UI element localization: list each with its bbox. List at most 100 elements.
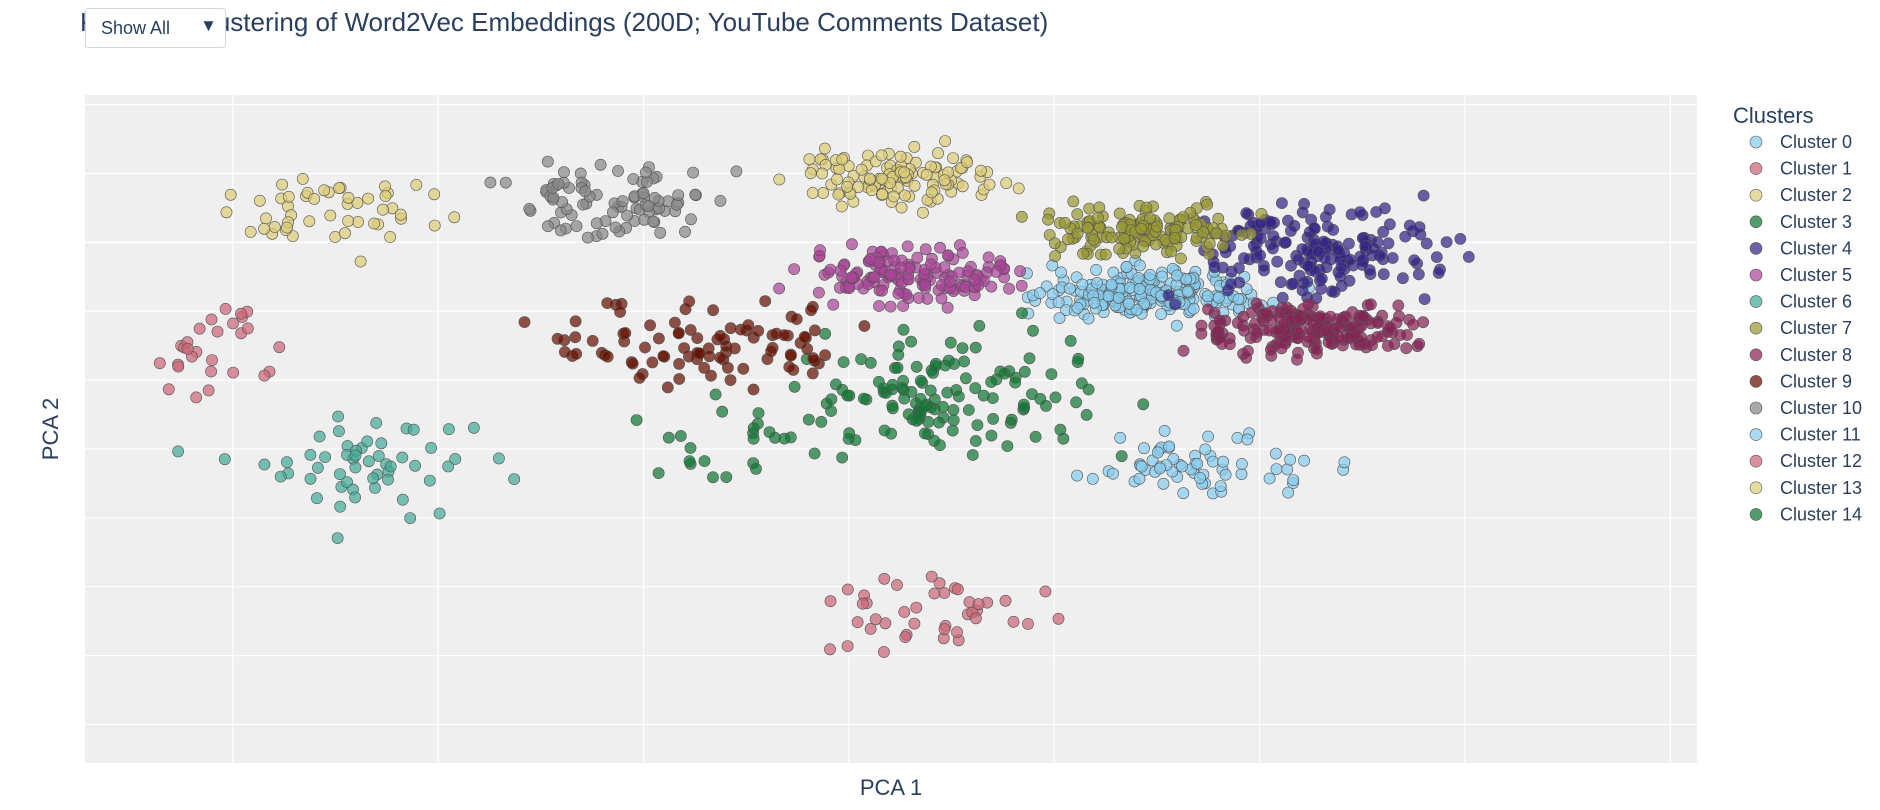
data-point[interactable]	[324, 209, 337, 222]
data-point[interactable]	[856, 597, 869, 610]
data-point[interactable]	[910, 360, 923, 373]
data-point[interactable]	[714, 329, 727, 342]
data-point[interactable]	[990, 265, 1003, 278]
data-point[interactable]	[369, 481, 381, 494]
data-point[interactable]	[925, 570, 938, 583]
data-point[interactable]	[750, 462, 762, 475]
data-point[interactable]	[1401, 329, 1413, 341]
data-point[interactable]	[1254, 232, 1267, 245]
data-point[interactable]	[1086, 472, 1099, 485]
data-point[interactable]	[1102, 290, 1115, 302]
legend-item[interactable]: Cluster 4	[1749, 238, 1852, 258]
data-point[interactable]	[1195, 319, 1208, 332]
data-point[interactable]	[205, 365, 217, 378]
data-point[interactable]	[1135, 460, 1148, 473]
data-point[interactable]	[1181, 285, 1194, 298]
data-point[interactable]	[679, 225, 691, 238]
data-point[interactable]	[1432, 266, 1445, 279]
data-point[interactable]	[947, 414, 960, 427]
data-point[interactable]	[924, 258, 937, 271]
data-point[interactable]	[1343, 237, 1355, 250]
data-point[interactable]	[886, 378, 899, 391]
data-point[interactable]	[901, 240, 914, 253]
data-point[interactable]	[614, 306, 626, 318]
legend-item[interactable]: Cluster 9	[1749, 371, 1852, 391]
data-point[interactable]	[914, 392, 927, 405]
data-point[interactable]	[1115, 450, 1128, 463]
data-point[interactable]	[1071, 208, 1084, 221]
data-point[interactable]	[554, 224, 567, 237]
data-point[interactable]	[1017, 398, 1030, 411]
data-point[interactable]	[886, 402, 899, 415]
data-point[interactable]	[1270, 463, 1283, 475]
data-point[interactable]	[1077, 247, 1089, 260]
legend-item[interactable]: Cluster 0	[1749, 132, 1852, 152]
data-point[interactable]	[930, 357, 942, 370]
data-point[interactable]	[1176, 460, 1188, 473]
data-point[interactable]	[864, 252, 877, 265]
data-point[interactable]	[952, 390, 965, 403]
data-point[interactable]	[935, 292, 948, 305]
data-point[interactable]	[1120, 260, 1133, 273]
data-point[interactable]	[523, 202, 536, 215]
data-point[interactable]	[1092, 211, 1104, 224]
data-point[interactable]	[1242, 345, 1254, 357]
data-point[interactable]	[448, 211, 461, 224]
data-point[interactable]	[342, 191, 355, 204]
data-point[interactable]	[878, 646, 890, 658]
data-point[interactable]	[887, 190, 900, 203]
data-point[interactable]	[1399, 230, 1412, 243]
data-point[interactable]	[898, 166, 911, 179]
data-point[interactable]	[1276, 197, 1288, 209]
data-point[interactable]	[678, 342, 690, 354]
data-point[interactable]	[1083, 202, 1096, 215]
data-point[interactable]	[1377, 268, 1390, 281]
data-point[interactable]	[944, 336, 957, 349]
data-point[interactable]	[433, 507, 446, 520]
data-point[interactable]	[1418, 293, 1431, 305]
data-point[interactable]	[428, 188, 441, 201]
data-point[interactable]	[616, 195, 629, 208]
data-point[interactable]	[672, 189, 685, 201]
data-point[interactable]	[841, 640, 854, 652]
data-point[interactable]	[644, 319, 656, 332]
data-point[interactable]	[467, 421, 480, 434]
data-point[interactable]	[1302, 260, 1315, 272]
data-point[interactable]	[1053, 312, 1066, 324]
data-point[interactable]	[339, 227, 351, 240]
data-point[interactable]	[1005, 413, 1018, 426]
legend-item[interactable]: Cluster 14	[1749, 504, 1862, 524]
data-point[interactable]	[827, 298, 840, 311]
data-point[interactable]	[747, 432, 760, 445]
data-point[interactable]	[941, 386, 954, 399]
data-point[interactable]	[672, 327, 685, 340]
data-point[interactable]	[943, 275, 956, 288]
data-point[interactable]	[982, 251, 995, 264]
data-point[interactable]	[1267, 242, 1279, 255]
data-point[interactable]	[851, 616, 864, 629]
data-point[interactable]	[899, 189, 911, 202]
data-point[interactable]	[969, 435, 982, 447]
data-point[interactable]	[205, 313, 218, 326]
data-point[interactable]	[1240, 207, 1253, 220]
data-point[interactable]	[428, 219, 441, 232]
data-point[interactable]	[653, 332, 665, 345]
data-point[interactable]	[640, 166, 652, 179]
data-point[interactable]	[878, 572, 891, 585]
data-point[interactable]	[280, 456, 293, 469]
data-point[interactable]	[730, 165, 743, 178]
data-point[interactable]	[778, 329, 791, 341]
data-point[interactable]	[1258, 260, 1270, 272]
data-point[interactable]	[973, 319, 986, 332]
data-point[interactable]	[1303, 331, 1315, 344]
data-point[interactable]	[594, 158, 607, 171]
data-point[interactable]	[1137, 240, 1149, 253]
data-point[interactable]	[910, 601, 923, 614]
data-point[interactable]	[1042, 213, 1054, 226]
data-point[interactable]	[1307, 316, 1319, 329]
data-point[interactable]	[1157, 477, 1170, 490]
data-point[interactable]	[331, 532, 344, 544]
data-point[interactable]	[1070, 396, 1082, 409]
data-point[interactable]	[873, 300, 885, 312]
data-point[interactable]	[1015, 210, 1028, 223]
